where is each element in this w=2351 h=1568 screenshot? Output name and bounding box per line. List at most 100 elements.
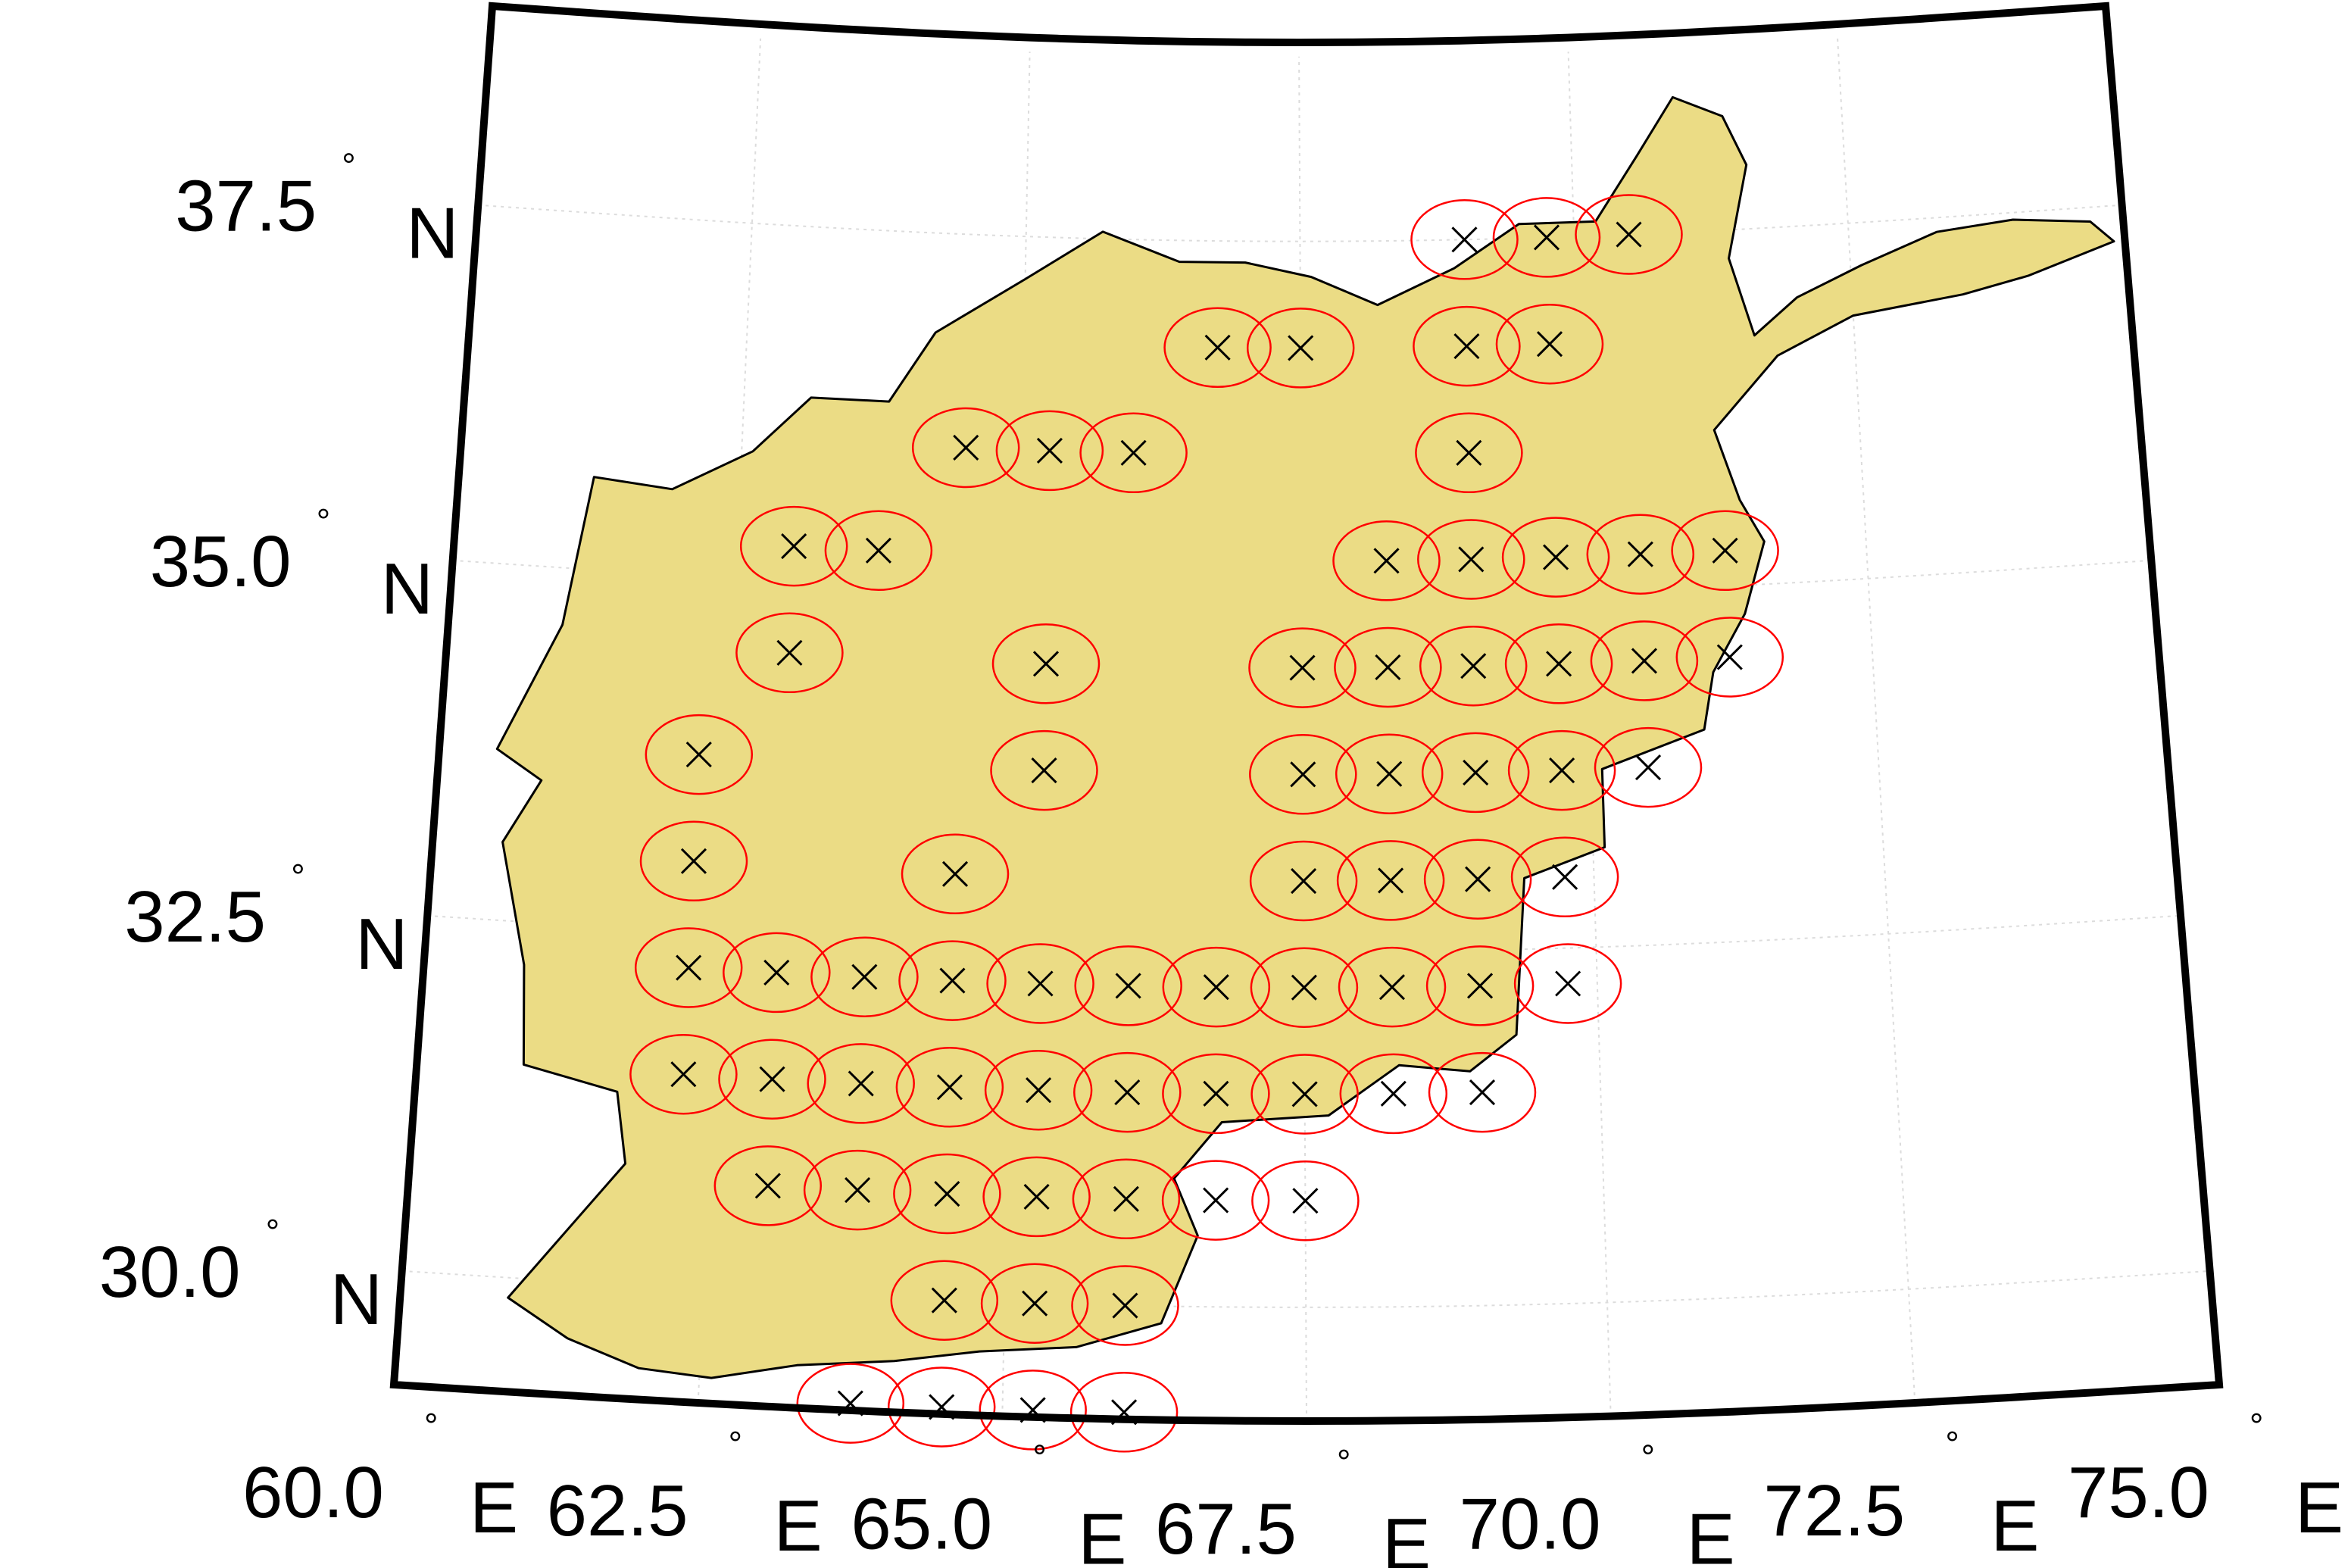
grid-cell [1250, 947, 1359, 1028]
grid-cell [984, 1049, 1093, 1131]
grid-cell [1332, 520, 1441, 601]
x-marker-icon [1552, 864, 1578, 890]
x-marker-icon [1376, 761, 1403, 787]
grid-cell [1410, 199, 1519, 280]
buffer-circle [895, 1047, 1004, 1128]
grid-cell [901, 833, 1010, 915]
lon-tick-label: 65.0 ° E [851, 1438, 1126, 1568]
longitude-labels: 60.0°E 62.5°E 65.0°E 67.5°E 70.0°E 72.5°E 75.0… [242, 1406, 2343, 1568]
buffer-circle [1074, 945, 1182, 1026]
x-marker-icon [1378, 867, 1404, 894]
buffer-circle [1492, 197, 1601, 278]
grid-cell [796, 1363, 905, 1444]
lon-hemisphere: E [1687, 1499, 1735, 1568]
buffer-circle [980, 1263, 1089, 1344]
grid-cell [1334, 626, 1442, 708]
meridian-line [1837, 38, 1916, 1404]
buffer-circle [796, 1363, 905, 1444]
x-marker-icon [1203, 1080, 1229, 1107]
grid-cell [895, 1047, 1004, 1128]
grid-cell [1072, 1158, 1181, 1240]
x-marker-icon [1032, 651, 1060, 677]
x-marker-icon [1291, 974, 1317, 1001]
grid-cell [718, 1039, 826, 1120]
grid-cell [1510, 836, 1619, 918]
x-marker-icon [1712, 537, 1738, 564]
grid-cell [1590, 620, 1699, 701]
lon-hemisphere: E [774, 1485, 823, 1566]
x-marker-icon [865, 537, 891, 564]
buffer-circle [639, 820, 748, 902]
grid-cell [1246, 308, 1355, 389]
buffer-circle [713, 1145, 823, 1226]
grid-cell [723, 932, 831, 1014]
x-marker-icon [1290, 761, 1316, 788]
grid-cell [1071, 1265, 1179, 1346]
grid-cell [735, 612, 844, 694]
grid-cell [1675, 617, 1784, 698]
buffer-circle [1071, 1265, 1179, 1346]
parallel-line [478, 204, 2122, 242]
lat-tick-number: 37.5 [175, 166, 317, 247]
x-marker-icon [1112, 1292, 1138, 1319]
lat-tick-number: 35.0 [150, 521, 292, 602]
buffer-circle [984, 1049, 1093, 1131]
grid-cell [1250, 1054, 1359, 1135]
lon-tick-label: 70.0 ° E [1460, 1438, 1735, 1568]
buffer-circle [1246, 308, 1355, 389]
x-marker-icon [1204, 334, 1231, 361]
buffer-circle [1410, 199, 1519, 280]
grid-cell [1428, 1051, 1537, 1133]
degree-symbol: ° [424, 1406, 438, 1445]
buffer-circle [990, 729, 1098, 811]
lon-tick-number: 62.5 [547, 1470, 688, 1551]
degree-symbol: ° [1641, 1438, 1655, 1477]
lon-tick-label: 75.0 ° E [2068, 1406, 2343, 1548]
x-marker-icon [1453, 333, 1480, 360]
buffer-circle [1249, 840, 1358, 922]
x-marker-icon [1291, 867, 1317, 895]
buffer-circle [991, 623, 1101, 704]
buffer-circle [1162, 946, 1271, 1028]
lat-tick-label: 30.0 ° N [99, 1212, 382, 1340]
buffer-circle [824, 510, 933, 592]
x-marker-icon [1549, 757, 1575, 784]
x-marker-icon [1120, 439, 1147, 466]
grid-cell [1248, 627, 1357, 708]
lon-tick-number: 75.0 [2068, 1452, 2209, 1533]
buffer-circle [1428, 1051, 1537, 1133]
x-marker-icon [1536, 331, 1563, 358]
lat-tick-label: 35.0 ° N [150, 501, 433, 629]
x-marker-icon [1465, 866, 1491, 892]
buffer-circle [1675, 617, 1784, 698]
buffer-circle [1069, 1372, 1179, 1453]
grid-cell [1069, 1372, 1179, 1453]
grid-cell [986, 943, 1094, 1024]
degree-symbol: ° [266, 1212, 279, 1251]
buffer-circle [1415, 412, 1523, 494]
grid-cell [1079, 412, 1188, 494]
buffer-circle [807, 1043, 915, 1124]
buffer-circle [979, 1370, 1087, 1451]
lon-hemisphere: E [1382, 1504, 1431, 1568]
buffer-circle [1413, 305, 1521, 387]
grid-cell [1335, 733, 1444, 814]
buffer-circle [911, 407, 1020, 489]
grid-cell [824, 510, 933, 592]
x-marker-icon [953, 434, 979, 461]
grid-cell [1161, 1160, 1270, 1241]
grid-cell [1413, 305, 1521, 387]
buffer-circle [1421, 732, 1530, 814]
x-marker-icon [1716, 644, 1743, 670]
buffer-circle [1590, 620, 1699, 701]
buffer-circle [1423, 839, 1532, 920]
x-marker-icon [1114, 1079, 1141, 1106]
degree-symbol: ° [1945, 1424, 1959, 1463]
x-marker-icon [759, 1066, 785, 1092]
buffer-circle [1504, 623, 1613, 704]
grid-cell [1073, 1051, 1182, 1133]
buffer-circle [1510, 836, 1619, 918]
grid-cell [1586, 514, 1695, 595]
buffer-circle [629, 1033, 738, 1115]
grid-cell [887, 1367, 996, 1448]
